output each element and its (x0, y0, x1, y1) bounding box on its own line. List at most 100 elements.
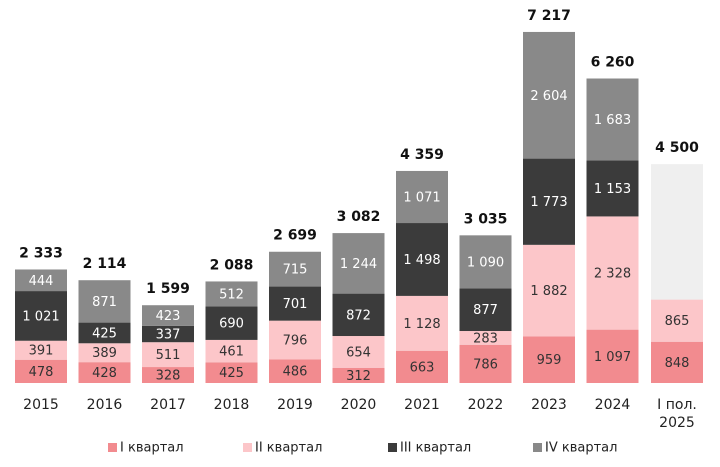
total-label: 1 599 (146, 281, 190, 297)
total-label: 2 333 (19, 246, 63, 262)
bar-segment (269, 320, 321, 360)
bar-segment (332, 336, 385, 368)
x-tick-label: 2021 (404, 397, 440, 413)
legend-label: I квартал (120, 441, 184, 456)
value-label: 848 (665, 356, 690, 371)
legend-label: III квартал (400, 441, 471, 456)
bar-segment (269, 286, 321, 321)
value-label: 389 (92, 346, 117, 361)
value-label: 865 (665, 314, 690, 329)
bar-segment (15, 340, 67, 360)
total-label: 2 699 (273, 228, 317, 244)
bar-segment (205, 339, 258, 363)
value-label: 512 (219, 287, 244, 302)
total-label: 2 114 (83, 256, 127, 272)
bar-segment (78, 280, 131, 323)
bar-segment (396, 350, 448, 383)
value-label: 1 683 (594, 113, 631, 128)
bar-segment (142, 325, 194, 343)
bar-segment (332, 293, 385, 337)
value-label: 1 882 (530, 284, 567, 299)
bar-segment (269, 251, 321, 287)
value-label: 1 090 (467, 255, 504, 270)
bar-segment (205, 362, 258, 383)
total-label: 4 500 (655, 140, 699, 156)
bar-segment (523, 244, 575, 337)
value-label: 312 (346, 369, 371, 384)
total-label: 3 035 (464, 211, 508, 227)
bar-segment (78, 362, 131, 383)
legend-swatch (533, 443, 542, 452)
value-label: 1 153 (594, 182, 631, 197)
bar-segment (396, 223, 448, 296)
value-label: 1 773 (530, 195, 567, 210)
value-label: 959 (537, 353, 562, 368)
x-tick-label: 2016 (86, 397, 123, 413)
value-label: 337 (156, 328, 181, 343)
value-label: 461 (219, 345, 244, 360)
value-label: 690 (219, 317, 244, 332)
value-label: 1 021 (22, 309, 59, 324)
bar-segment (586, 78, 639, 161)
bar-segment (523, 31, 575, 159)
bar-segment (142, 367, 194, 383)
legend-swatch (243, 443, 252, 452)
x-tick-label: 2024 (594, 397, 631, 413)
bar-segment (523, 158, 575, 245)
bar-segment (332, 367, 385, 383)
bar-segment (586, 329, 639, 383)
value-label: 701 (283, 297, 308, 312)
x-tick-label: 2018 (213, 397, 250, 413)
x-tick-label: 2023 (531, 397, 567, 413)
value-label: 283 (473, 331, 498, 346)
bar-segment (269, 359, 321, 383)
bar-segment (396, 170, 448, 224)
bar-segment (651, 341, 703, 383)
value-label: 2 328 (594, 267, 631, 282)
total-label: 3 082 (337, 209, 381, 225)
value-label: 872 (346, 308, 371, 323)
total-label: 4 359 (400, 147, 444, 163)
bar-segment (142, 342, 194, 368)
value-label: 328 (156, 369, 181, 384)
value-label: 1 097 (594, 350, 631, 365)
value-label: 423 (156, 309, 181, 324)
x-tick-label: 2022 (467, 397, 504, 413)
x-tick-label: 2015 (23, 397, 59, 413)
value-label: 511 (156, 348, 181, 363)
value-label: 428 (92, 366, 117, 381)
value-label: 425 (92, 326, 117, 341)
value-label: 796 (283, 334, 308, 349)
x-tick-label: 2019 (277, 397, 313, 413)
value-label: 1 244 (340, 257, 377, 272)
bar-segment (459, 344, 512, 383)
value-label: 663 (410, 360, 435, 375)
value-label: 715 (283, 263, 308, 278)
value-label: 786 (473, 357, 498, 372)
bar-segment (586, 216, 639, 330)
bar-segment (586, 160, 639, 217)
value-label: 444 (29, 274, 54, 289)
bar-segment (459, 331, 512, 345)
x-tick-label: I пол. 2025 (657, 397, 697, 431)
legend-swatch (108, 443, 117, 452)
bar-segment (15, 269, 67, 292)
bar-segment (651, 299, 703, 342)
value-label: 1 498 (403, 253, 440, 268)
value-label: 654 (346, 345, 371, 360)
bar-segment (396, 295, 448, 351)
x-tick-label: 2017 (150, 397, 186, 413)
x-tick-label: 2020 (340, 397, 377, 413)
bar-segment (78, 322, 131, 344)
legend-label: II квартал (255, 441, 322, 456)
value-label: 2 604 (530, 89, 567, 104)
bar-segment (523, 336, 575, 383)
bar-segment (459, 235, 512, 289)
bar-segment (205, 281, 258, 307)
bar-segment (459, 288, 512, 332)
bar-segment (205, 306, 258, 340)
value-label: 877 (473, 303, 498, 318)
total-label: 7 217 (527, 8, 571, 24)
